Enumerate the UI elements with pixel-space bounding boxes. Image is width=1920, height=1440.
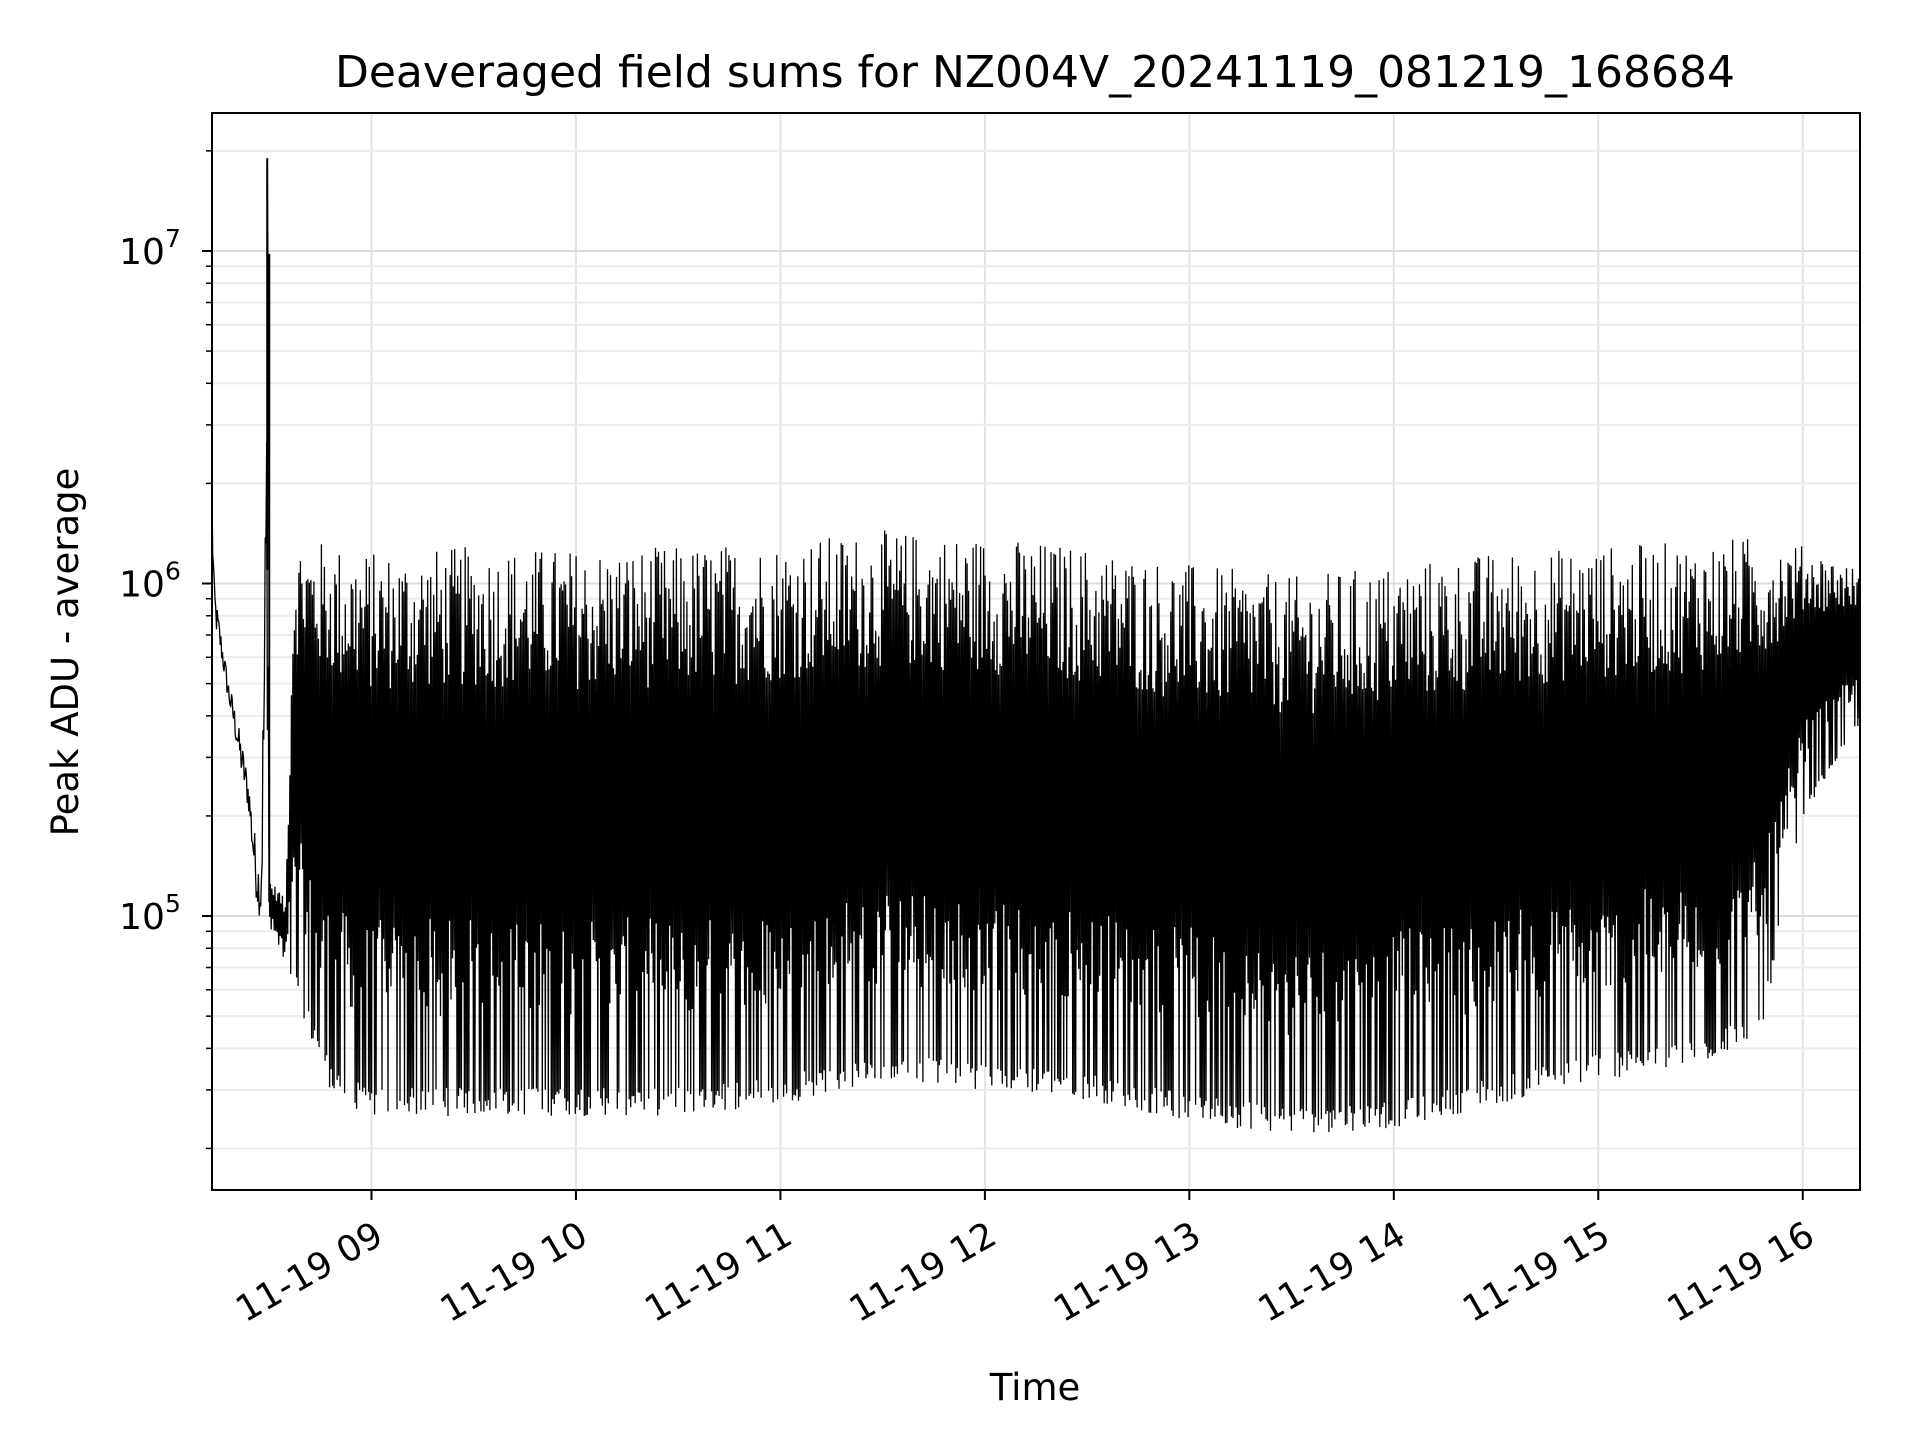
data-spike-line bbox=[266, 158, 271, 903]
y-tick-label: 105 bbox=[119, 889, 181, 938]
y-axis-ticks: 105 106 107 bbox=[119, 150, 212, 1150]
x-axis-label: Time bbox=[989, 1366, 1081, 1409]
y-axis-label: Peak ADU - average bbox=[44, 468, 87, 837]
plot-area bbox=[212, 158, 1860, 1133]
chart-title: Deaveraged field sums for NZ004V_2024111… bbox=[335, 47, 1735, 98]
y-tick-label: 107 bbox=[119, 224, 181, 273]
data-series-line bbox=[212, 442, 1860, 1133]
y-tick-label: 106 bbox=[119, 557, 181, 606]
plot-frame bbox=[211, 112, 1861, 1191]
